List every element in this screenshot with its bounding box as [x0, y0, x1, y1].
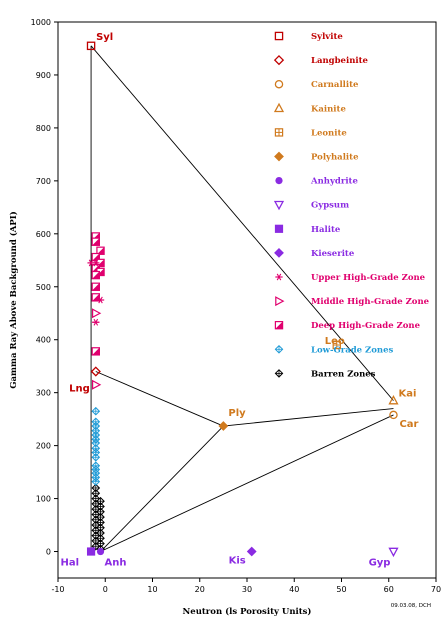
point-barren-zones	[91, 541, 101, 551]
point-upper-high-grade-zone	[92, 318, 100, 326]
x-tick-label: 20	[195, 585, 205, 594]
y-tick-label: 1000	[31, 18, 51, 27]
legend-label-sylvite: Sylvite	[311, 32, 343, 42]
legend-label-deep-high-grade-zone: Deep High-Grade Zone	[311, 321, 421, 331]
legend-marker-langbeinite	[273, 54, 285, 66]
point-deep-high-grade-zone	[96, 246, 105, 255]
point-low-grade-zones	[91, 452, 101, 462]
tie-line	[100, 414, 394, 552]
point-low-grade-zones	[91, 477, 101, 486]
legend-label-carnallite: Carnallite	[311, 80, 359, 90]
plot-axes: -10 0 10 20 30 40 50 60 700100200300400500600700…	[31, 18, 441, 594]
point-kainite	[388, 395, 399, 405]
legend-marker-carnallite	[274, 79, 284, 89]
x-tick-label: 70	[431, 585, 441, 594]
x-tick-label: 50	[336, 585, 346, 594]
legend-label-langbeinite: Langbeinite	[311, 56, 369, 66]
legend-label-middle-high-grade-zone: Middle High-Grade Zone	[311, 297, 430, 307]
legend-label-barren-zones: Barren Zones	[311, 369, 376, 379]
legend-label-kainite: Kainite	[311, 104, 346, 114]
point-label-lng: Lng	[69, 383, 90, 394]
y-tick-label: 700	[36, 177, 51, 186]
y-tick-label: 800	[36, 124, 51, 133]
point-deep-high-grade-zone	[91, 270, 100, 280]
legend-label-leonite: Leonite	[311, 128, 347, 138]
legend-marker-anhydrite	[275, 177, 283, 185]
legend-marker-deep-high-grade-zone	[274, 321, 284, 330]
y-tick-label: 400	[36, 336, 51, 345]
point-label-kis: Kis	[229, 556, 246, 567]
x-tick-label: 60	[384, 585, 394, 594]
point-carnallite	[389, 410, 398, 420]
legend-marker-sylvite	[274, 31, 284, 41]
legend-marker-polyhalite	[274, 151, 284, 162]
point-label-ply: Ply	[228, 408, 246, 419]
x-axis-title: Neutron (ls Porosity Units)	[183, 606, 312, 617]
point-upper-high-grade-zone	[87, 259, 95, 267]
legend-marker-leonite	[274, 128, 284, 137]
tie-line	[223, 408, 394, 427]
y-axis-title: Gamma Ray Above Background (API)	[8, 211, 19, 389]
point-deep-high-grade-zone	[91, 347, 100, 356]
point-label-kai: Kai	[398, 389, 416, 400]
x-tick-label: 30	[242, 585, 252, 594]
tie-line	[100, 425, 224, 552]
legend-label-low-grade-zones: Low-Grade Zones	[311, 345, 394, 355]
legend-label-upper-high-grade-zone: Upper High-Grade Zone	[311, 273, 426, 283]
x-tick-label: 40	[289, 585, 299, 594]
point-middle-high-grade-zone	[92, 308, 102, 319]
point-label-hal: Hal	[61, 558, 80, 569]
legend-marker-upper-high-grade-zone	[275, 273, 283, 281]
point-sylvite	[86, 41, 96, 51]
y-tick-label: 900	[36, 71, 51, 80]
point-anhydrite	[96, 547, 105, 556]
y-tick-label: 200	[36, 442, 51, 451]
legend-marker-kieserite	[274, 247, 284, 258]
x-tick-label: -10	[51, 585, 64, 594]
tie-line	[95, 371, 224, 427]
legend-marker-halite	[274, 224, 284, 233]
footnote-date: 09.03.08, DCH	[391, 603, 431, 609]
point-label-leo: Leo	[325, 336, 345, 347]
legend-label-gypsum: Gypsum	[311, 201, 349, 211]
point-label-car: Car	[399, 419, 418, 430]
point-low-grade-zones	[91, 406, 101, 416]
legend-label-anhydrite: Anhydrite	[310, 177, 358, 187]
y-tick-label: 0	[46, 548, 51, 557]
point-label-gyp: Gyp	[369, 558, 391, 569]
mineral-point-labels: Syl Lng Leo Ply Kai Car Hal Anh Kis Gyp	[61, 32, 419, 569]
point-kieserite	[246, 546, 257, 557]
legend-marker-barren-zones	[274, 369, 284, 378]
point-halite	[86, 547, 96, 556]
legend-marker-gypsum	[273, 200, 285, 211]
y-tick-label: 100	[36, 495, 51, 504]
data-points	[86, 41, 399, 558]
legend-label-halite: Halite	[311, 225, 341, 235]
tie-line	[90, 45, 394, 401]
legend-label-kieserite: Kieserite	[311, 249, 355, 259]
point-label-syl: Syl	[96, 32, 113, 43]
x-tick-label: 10	[147, 585, 157, 594]
point-label-anh: Anh	[105, 558, 127, 569]
legend-marker-middle-high-grade-zone	[275, 296, 285, 307]
point-middle-high-grade-zone	[92, 379, 102, 390]
legend-label-polyhalite: Polyhalite	[311, 153, 359, 163]
y-tick-label: 500	[36, 283, 51, 292]
mineral-tie-lines	[90, 45, 394, 552]
point-gypsum	[388, 547, 399, 558]
point-polyhalite	[218, 421, 229, 431]
y-tick-label: 600	[36, 230, 51, 239]
y-tick-label: 300	[36, 389, 51, 398]
point-upper-high-grade-zone	[96, 296, 105, 304]
point-leonite	[332, 340, 341, 350]
legend-marker-kainite	[273, 102, 285, 113]
chart-legend: Sylvite Langbeinite Carnallite Kainite Leoni…	[273, 31, 430, 379]
point-langbeinite	[90, 366, 101, 377]
point-deep-high-grade-zone	[91, 282, 100, 291]
x-tick-label: 0	[103, 585, 108, 594]
point-deep-high-grade-zone	[91, 237, 100, 246]
legend-marker-low-grade-zones	[274, 344, 284, 354]
